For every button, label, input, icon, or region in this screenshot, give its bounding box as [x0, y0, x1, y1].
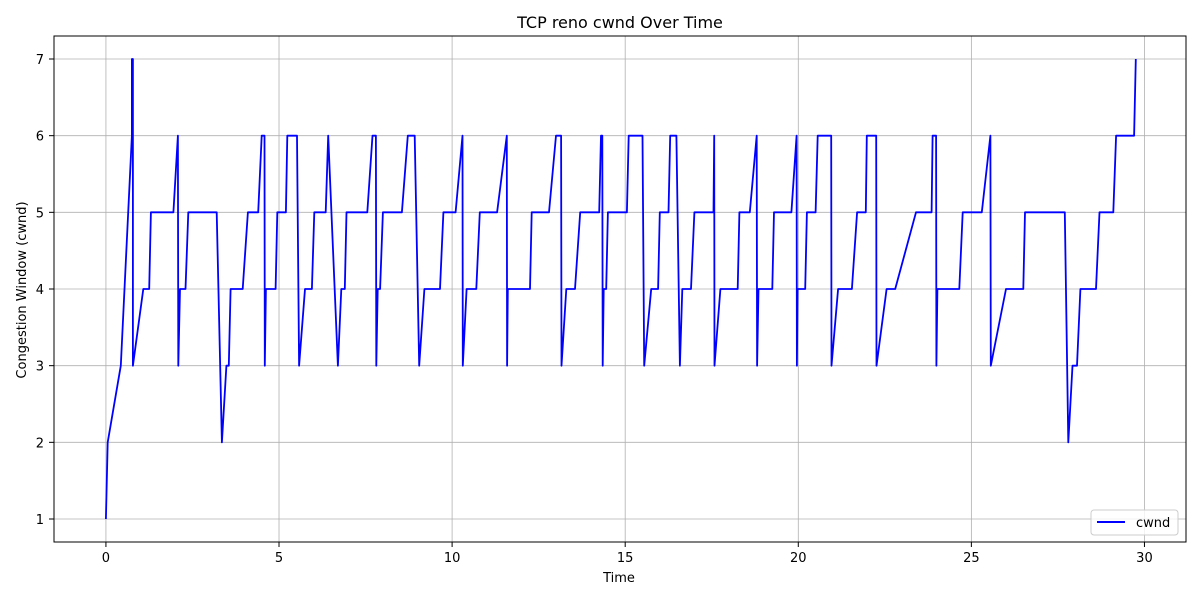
- x-tick-label: 25: [963, 551, 980, 566]
- y-tick-label: 2: [36, 436, 44, 451]
- series-line-cwnd: [105, 58, 1137, 520]
- x-axis-label: Time: [602, 571, 635, 586]
- x-tick-label: 15: [617, 551, 634, 566]
- x-tick-label: 10: [444, 551, 461, 566]
- y-tick-label: 7: [36, 53, 44, 68]
- x-tick-label: 0: [102, 551, 110, 566]
- x-tick-label: 20: [790, 551, 807, 566]
- legend-box: [1090, 509, 1179, 536]
- y-tick-label: 4: [36, 283, 44, 298]
- y-tick-label: 3: [36, 360, 44, 375]
- axis-ticks: 0 5 10 15 20 25 30 1 2 3 4 5 6 7: [36, 53, 1153, 566]
- legend-label-cwnd: cwnd: [1136, 516, 1170, 531]
- legend: cwnd: [1090, 509, 1179, 536]
- x-tick-label: 5: [275, 551, 283, 566]
- y-tick-label: 1: [36, 513, 44, 528]
- x-tick-label: 30: [1136, 551, 1153, 566]
- y-axis-label: Congestion Window (cwnd): [15, 201, 30, 378]
- y-tick-label: 5: [36, 206, 44, 221]
- chart-title: TCP reno cwnd Over Time: [516, 13, 723, 32]
- series-layer: [105, 58, 1137, 520]
- y-tick-label: 6: [36, 130, 44, 145]
- grid-lines: [54, 36, 1186, 542]
